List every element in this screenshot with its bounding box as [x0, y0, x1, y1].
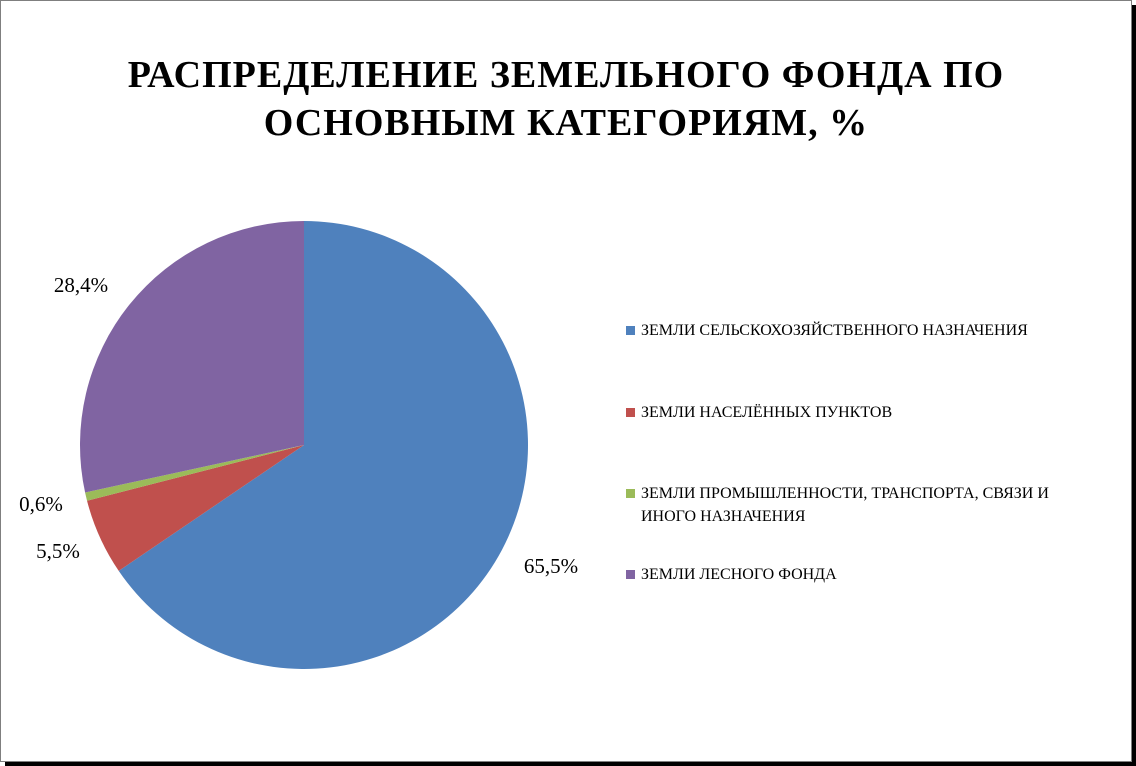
- legend-item-agricultural: ЗЕМЛИ СЕЛЬСКОХОЗЯЙСТВЕННОГО НАЗНАЧЕНИЯ: [626, 319, 1106, 342]
- chart-title-line-1: РАСПРЕДЕЛЕНИЕ ЗЕМЕЛЬНОГО ФОНДА ПО: [127, 54, 1005, 96]
- legend-label-industry: ЗЕМЛИ ПРОМЫШЛЕННОСТИ, ТРАНСПОРТА, СВЯЗИ …: [641, 485, 1049, 525]
- data-label-settlements: 5,5%: [36, 539, 80, 563]
- chart-title-line-2: ОСНОВНЫМ КАТЕГОРИЯМ, %: [263, 102, 869, 144]
- pie-data-labels: 65,5% 5,5% 0,6% 28,4%: [19, 273, 578, 578]
- legend-item-industry: ЗЕМЛИ ПРОМЫШЛЕННОСТИ, ТРАНСПОРТА, СВЯЗИ …: [626, 482, 1106, 528]
- legend-label-forest: ЗЕМЛИ ЛЕСНОГО ФОНДА: [641, 566, 837, 583]
- legend-item-forest: ЗЕМЛИ ЛЕСНОГО ФОНДА: [626, 563, 1106, 586]
- legend-label-agricultural: ЗЕМЛИ СЕЛЬСКОХОЗЯЙСТВЕННОГО НАЗНАЧЕНИЯ: [641, 322, 1028, 339]
- data-label-industry: 0,6%: [19, 492, 63, 516]
- pie-slice-industry: [85, 445, 304, 501]
- data-label-forest: 28,4%: [54, 273, 108, 297]
- legend-item-settlements: ЗЕМЛИ НАСЕЛЁННЫХ ПУНКТОВ: [626, 401, 1106, 424]
- legend-swatch-agricultural: [626, 326, 635, 335]
- legend-label-settlements: ЗЕМЛИ НАСЕЛЁННЫХ ПУНКТОВ: [641, 404, 893, 421]
- pie-slice-settlements: [87, 445, 304, 571]
- data-label-agricultural: 65,5%: [524, 554, 578, 578]
- pie-slice-agricultural: [118, 221, 528, 669]
- pie-slices: [79, 221, 528, 669]
- legend-swatch-settlements: [626, 408, 635, 417]
- pie-slice-forest: [79, 221, 304, 493]
- legend-swatch-forest: [626, 570, 635, 579]
- chart-title: РАСПРЕДЕЛЕНИЕ ЗЕМЕЛЬНОГО ФОНДА ПО ОСНОВН…: [1, 51, 1131, 147]
- legend-swatch-industry: [626, 489, 635, 498]
